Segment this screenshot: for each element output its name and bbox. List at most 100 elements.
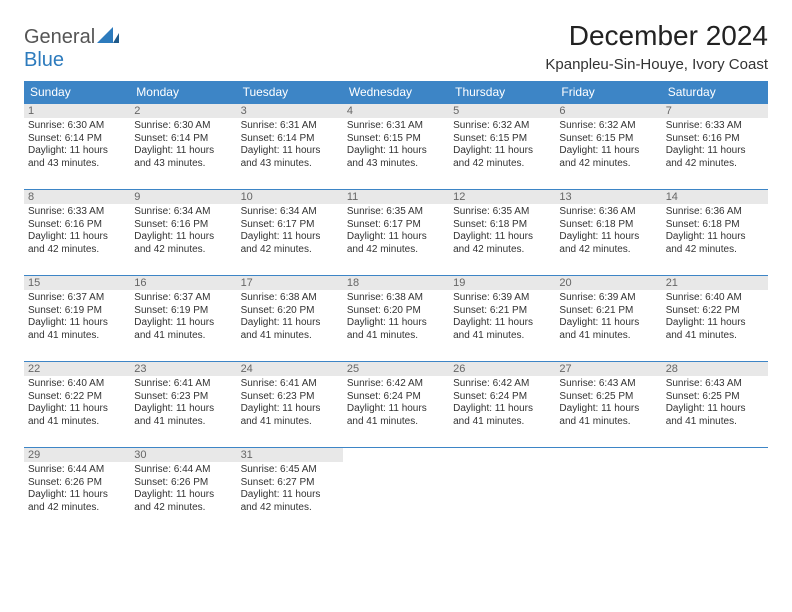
calendar-row: 15Sunrise: 6:37 AMSunset: 6:19 PMDayligh… bbox=[24, 276, 768, 362]
sunset-text: Sunset: 6:17 PM bbox=[347, 219, 445, 232]
day-number: 16 bbox=[130, 276, 236, 290]
sunrise-text: Sunrise: 6:32 AM bbox=[559, 120, 657, 133]
sunrise-text: Sunrise: 6:39 AM bbox=[559, 292, 657, 305]
daylight-text: and 41 minutes. bbox=[28, 416, 126, 429]
calendar-cell: 13Sunrise: 6:36 AMSunset: 6:18 PMDayligh… bbox=[555, 190, 661, 276]
calendar-cell: 12Sunrise: 6:35 AMSunset: 6:18 PMDayligh… bbox=[449, 190, 555, 276]
sunrise-text: Sunrise: 6:40 AM bbox=[666, 292, 764, 305]
daylight-text: and 42 minutes. bbox=[134, 244, 232, 257]
calendar-row: 29Sunrise: 6:44 AMSunset: 6:26 PMDayligh… bbox=[24, 448, 768, 534]
calendar-row: 8Sunrise: 6:33 AMSunset: 6:16 PMDaylight… bbox=[24, 190, 768, 276]
logo-text-general: General bbox=[24, 26, 95, 48]
page-title: December 2024 bbox=[545, 20, 768, 52]
col-tuesday: Tuesday bbox=[237, 81, 343, 104]
col-saturday: Saturday bbox=[662, 81, 768, 104]
sunset-text: Sunset: 6:20 PM bbox=[241, 305, 339, 318]
day-number: 18 bbox=[343, 276, 449, 290]
daylight-text: and 42 minutes. bbox=[666, 244, 764, 257]
daylight-text: and 42 minutes. bbox=[28, 244, 126, 257]
logo-sail-icon bbox=[97, 27, 119, 43]
logo-text-blue: Blue bbox=[24, 49, 64, 71]
sunrise-text: Sunrise: 6:30 AM bbox=[134, 120, 232, 133]
sunrise-text: Sunrise: 6:36 AM bbox=[559, 206, 657, 219]
calendar-cell: 11Sunrise: 6:35 AMSunset: 6:17 PMDayligh… bbox=[343, 190, 449, 276]
sunrise-text: Sunrise: 6:33 AM bbox=[666, 120, 764, 133]
day-number: 13 bbox=[555, 190, 661, 204]
calendar-cell: 3Sunrise: 6:31 AMSunset: 6:14 PMDaylight… bbox=[237, 104, 343, 190]
sunset-text: Sunset: 6:22 PM bbox=[28, 391, 126, 404]
sunset-text: Sunset: 6:21 PM bbox=[559, 305, 657, 318]
sunrise-text: Sunrise: 6:37 AM bbox=[134, 292, 232, 305]
col-sunday: Sunday bbox=[24, 81, 130, 104]
daylight-text: and 42 minutes. bbox=[559, 244, 657, 257]
daylight-text: Daylight: 11 hours bbox=[666, 231, 764, 244]
day-number: 25 bbox=[343, 362, 449, 376]
sunset-text: Sunset: 6:27 PM bbox=[241, 477, 339, 490]
sunset-text: Sunset: 6:19 PM bbox=[134, 305, 232, 318]
day-number: 30 bbox=[130, 448, 236, 462]
calendar-row: 22Sunrise: 6:40 AMSunset: 6:22 PMDayligh… bbox=[24, 362, 768, 448]
daylight-text: Daylight: 11 hours bbox=[28, 145, 126, 158]
sunrise-text: Sunrise: 6:38 AM bbox=[347, 292, 445, 305]
calendar-cell: 5Sunrise: 6:32 AMSunset: 6:15 PMDaylight… bbox=[449, 104, 555, 190]
sunset-text: Sunset: 6:16 PM bbox=[666, 133, 764, 146]
sunset-text: Sunset: 6:14 PM bbox=[134, 133, 232, 146]
sunrise-text: Sunrise: 6:44 AM bbox=[134, 464, 232, 477]
daylight-text: Daylight: 11 hours bbox=[241, 231, 339, 244]
calendar-cell: 29Sunrise: 6:44 AMSunset: 6:26 PMDayligh… bbox=[24, 448, 130, 534]
daylight-text: and 42 minutes. bbox=[241, 244, 339, 257]
daylight-text: Daylight: 11 hours bbox=[134, 145, 232, 158]
daylight-text: and 42 minutes. bbox=[241, 502, 339, 515]
daylight-text: Daylight: 11 hours bbox=[559, 231, 657, 244]
sunset-text: Sunset: 6:21 PM bbox=[453, 305, 551, 318]
calendar-cell: 17Sunrise: 6:38 AMSunset: 6:20 PMDayligh… bbox=[237, 276, 343, 362]
calendar-cell bbox=[449, 448, 555, 534]
daylight-text: and 42 minutes. bbox=[453, 158, 551, 171]
title-block: December 2024 Kpanpleu-Sin-Houye, Ivory … bbox=[545, 20, 768, 73]
logo: General Blue bbox=[24, 26, 119, 72]
sunset-text: Sunset: 6:26 PM bbox=[28, 477, 126, 490]
daylight-text: Daylight: 11 hours bbox=[134, 489, 232, 502]
daylight-text: Daylight: 11 hours bbox=[453, 403, 551, 416]
daylight-text: and 41 minutes. bbox=[559, 416, 657, 429]
sunrise-text: Sunrise: 6:39 AM bbox=[453, 292, 551, 305]
calendar-cell: 27Sunrise: 6:43 AMSunset: 6:25 PMDayligh… bbox=[555, 362, 661, 448]
daylight-text: and 43 minutes. bbox=[134, 158, 232, 171]
sunset-text: Sunset: 6:18 PM bbox=[453, 219, 551, 232]
calendar-cell: 1Sunrise: 6:30 AMSunset: 6:14 PMDaylight… bbox=[24, 104, 130, 190]
daylight-text: and 43 minutes. bbox=[28, 158, 126, 171]
sunrise-text: Sunrise: 6:37 AM bbox=[28, 292, 126, 305]
daylight-text: Daylight: 11 hours bbox=[28, 231, 126, 244]
daylight-text: and 42 minutes. bbox=[28, 502, 126, 515]
daylight-text: and 41 minutes. bbox=[347, 330, 445, 343]
calendar-cell: 10Sunrise: 6:34 AMSunset: 6:17 PMDayligh… bbox=[237, 190, 343, 276]
day-number: 3 bbox=[237, 104, 343, 118]
sunrise-text: Sunrise: 6:41 AM bbox=[241, 378, 339, 391]
daylight-text: Daylight: 11 hours bbox=[241, 403, 339, 416]
day-number: 21 bbox=[662, 276, 768, 290]
daylight-text: and 42 minutes. bbox=[134, 502, 232, 515]
calendar-cell: 21Sunrise: 6:40 AMSunset: 6:22 PMDayligh… bbox=[662, 276, 768, 362]
sunset-text: Sunset: 6:15 PM bbox=[347, 133, 445, 146]
calendar-cell: 9Sunrise: 6:34 AMSunset: 6:16 PMDaylight… bbox=[130, 190, 236, 276]
day-number: 10 bbox=[237, 190, 343, 204]
daylight-text: Daylight: 11 hours bbox=[241, 489, 339, 502]
sunset-text: Sunset: 6:14 PM bbox=[241, 133, 339, 146]
day-number: 2 bbox=[130, 104, 236, 118]
daylight-text: Daylight: 11 hours bbox=[666, 317, 764, 330]
calendar-cell: 20Sunrise: 6:39 AMSunset: 6:21 PMDayligh… bbox=[555, 276, 661, 362]
sunrise-text: Sunrise: 6:43 AM bbox=[666, 378, 764, 391]
sunset-text: Sunset: 6:23 PM bbox=[241, 391, 339, 404]
daylight-text: Daylight: 11 hours bbox=[134, 403, 232, 416]
daylight-text: and 41 minutes. bbox=[241, 330, 339, 343]
daylight-text: and 41 minutes. bbox=[241, 416, 339, 429]
daylight-text: Daylight: 11 hours bbox=[347, 231, 445, 244]
daylight-text: Daylight: 11 hours bbox=[134, 231, 232, 244]
calendar-cell: 14Sunrise: 6:36 AMSunset: 6:18 PMDayligh… bbox=[662, 190, 768, 276]
daylight-text: and 41 minutes. bbox=[559, 330, 657, 343]
sunrise-text: Sunrise: 6:31 AM bbox=[241, 120, 339, 133]
day-number: 14 bbox=[662, 190, 768, 204]
daylight-text: Daylight: 11 hours bbox=[28, 489, 126, 502]
day-number: 28 bbox=[662, 362, 768, 376]
daylight-text: Daylight: 11 hours bbox=[28, 317, 126, 330]
